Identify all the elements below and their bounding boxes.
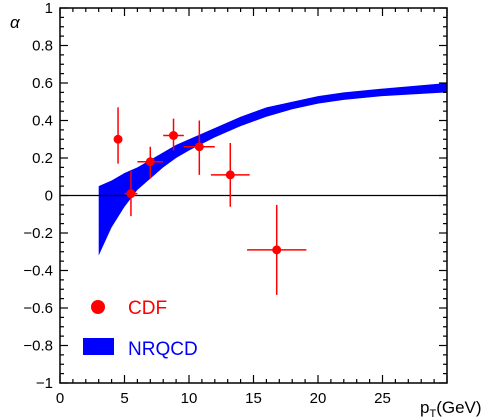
x-tick-label: 20 xyxy=(310,390,327,407)
y-tick-label: 0.2 xyxy=(32,150,53,167)
y-tick-label: −0.8 xyxy=(23,338,53,355)
y-tick-label: 0.8 xyxy=(32,38,53,55)
y-tick-label: −0.2 xyxy=(23,225,53,242)
y-tick-label: −0.4 xyxy=(23,263,53,280)
cdf-point-2 xyxy=(124,171,138,217)
cdf-marker xyxy=(169,131,179,140)
y-tick-label: 0.6 xyxy=(32,75,53,92)
cdf-marker xyxy=(194,142,204,152)
cdf-marker xyxy=(126,189,136,199)
x-tick-label: 5 xyxy=(120,390,128,407)
legend-nrqcd-swatch xyxy=(83,338,114,355)
x-tick-label: 0 xyxy=(56,390,64,407)
tick-labels: 0 5 10 15 20 25 −1 −0.8 −0.6 −0.4 −0.2 0 0.2 0.4 0.6 0.… xyxy=(23,0,390,407)
axis-ticks xyxy=(59,7,448,384)
y-axis-label: α xyxy=(10,13,21,32)
cdf-marker xyxy=(225,170,235,180)
y-tick-label: −0.6 xyxy=(23,300,53,317)
cdf-marker xyxy=(145,157,155,167)
y-tick-label: 1 xyxy=(45,0,53,17)
cdf-point-4 xyxy=(163,118,184,151)
y-tick-label: −1 xyxy=(36,375,53,392)
x-tick-label: 25 xyxy=(374,390,391,407)
cdf-marker xyxy=(272,245,282,255)
cdf-points-layer xyxy=(113,107,307,295)
y-tick-label: 0 xyxy=(45,188,53,205)
x-tick-label: 15 xyxy=(245,390,262,407)
cdf-point-6 xyxy=(210,143,250,207)
x-tick-label: 10 xyxy=(181,390,198,407)
cdf-point-7 xyxy=(247,204,307,295)
cdf-point-3 xyxy=(137,146,164,179)
legend-cdf-label: CDF xyxy=(128,298,167,319)
cdf-marker xyxy=(113,134,123,144)
x-axis-label: pT(GeV) xyxy=(420,398,482,420)
y-tick-label: 0.4 xyxy=(32,113,53,130)
legend-cdf-marker xyxy=(91,300,105,314)
legend-nrqcd-label: NRQCD xyxy=(128,339,198,360)
cdf-point-5 xyxy=(183,120,215,175)
legend: CDF NRQCD xyxy=(83,298,198,360)
cdf-point-1 xyxy=(113,107,123,164)
